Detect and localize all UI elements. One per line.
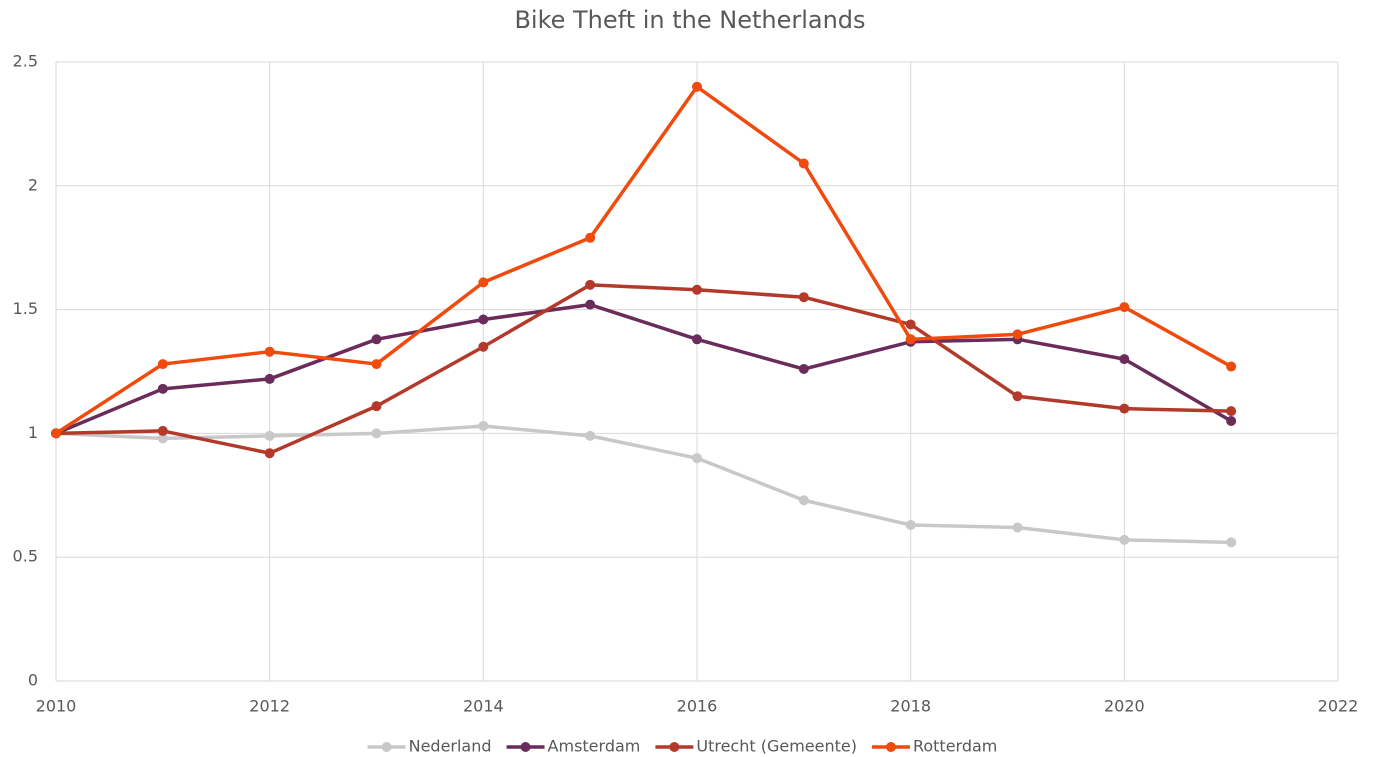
x-tick-label: 2018: [890, 697, 931, 716]
legend-label: Amsterdam: [548, 737, 641, 756]
point: [157, 359, 168, 370]
point: [478, 341, 489, 352]
point: [585, 279, 596, 290]
point: [478, 420, 489, 431]
point: [798, 495, 809, 506]
y-tick-label: 0: [28, 671, 38, 690]
point: [1119, 403, 1130, 414]
x-tick-label: 2010: [36, 697, 77, 716]
point: [1119, 302, 1130, 313]
point: [157, 425, 168, 436]
legend-marker: [885, 742, 896, 752]
x-tick-label: 2016: [677, 697, 718, 716]
point: [1119, 354, 1130, 365]
point: [905, 520, 916, 531]
chart-title: Bike Theft in the Netherlands: [514, 6, 865, 34]
point: [585, 299, 596, 310]
point: [478, 314, 489, 325]
point: [692, 284, 702, 295]
point: [905, 319, 916, 330]
series-line: [55, 302, 1233, 436]
series-line: [55, 283, 1232, 455]
point: [478, 277, 489, 288]
legend-label: Utrecht (Gemeente): [696, 737, 857, 756]
point: [264, 373, 275, 384]
y-tick-label: 1: [28, 423, 38, 442]
legend-label: Nederland: [409, 737, 492, 756]
point: [264, 448, 275, 459]
point: [798, 364, 809, 375]
legend-label: Rotterdam: [913, 737, 997, 756]
point: [51, 428, 61, 439]
x-tick-label: 2022: [1318, 697, 1359, 716]
point: [371, 401, 382, 412]
point: [798, 292, 809, 303]
point: [371, 428, 382, 439]
point: [1119, 534, 1130, 545]
point: [1226, 406, 1237, 417]
y-tick-label: 1.5: [13, 299, 38, 318]
point: [692, 334, 702, 345]
legend-marker: [669, 742, 680, 752]
point: [371, 359, 382, 370]
point: [264, 430, 275, 441]
x-tick-label: 2012: [249, 697, 290, 716]
point: [1012, 391, 1023, 402]
point: [1226, 361, 1237, 372]
series-line: [55, 85, 1233, 435]
point: [1012, 329, 1023, 340]
point: [692, 453, 702, 464]
point: [1226, 537, 1237, 548]
point: [1226, 416, 1237, 427]
point: [585, 232, 596, 243]
point: [1012, 522, 1023, 533]
legend-marker: [520, 742, 531, 752]
point: [157, 433, 168, 444]
x-tick-label: 2014: [463, 697, 504, 716]
y-tick-label: 2.5: [13, 52, 38, 71]
y-tick-label: 2: [28, 175, 38, 194]
point: [585, 430, 596, 441]
point: [798, 158, 809, 169]
point: [692, 81, 702, 92]
x-tick-label: 2020: [1104, 697, 1145, 716]
legend-marker: [381, 742, 392, 752]
series-line: [55, 424, 1232, 545]
point: [157, 383, 168, 394]
point: [264, 346, 275, 357]
point: [905, 334, 916, 345]
y-tick-label: 0.5: [13, 547, 38, 566]
point: [371, 334, 382, 345]
